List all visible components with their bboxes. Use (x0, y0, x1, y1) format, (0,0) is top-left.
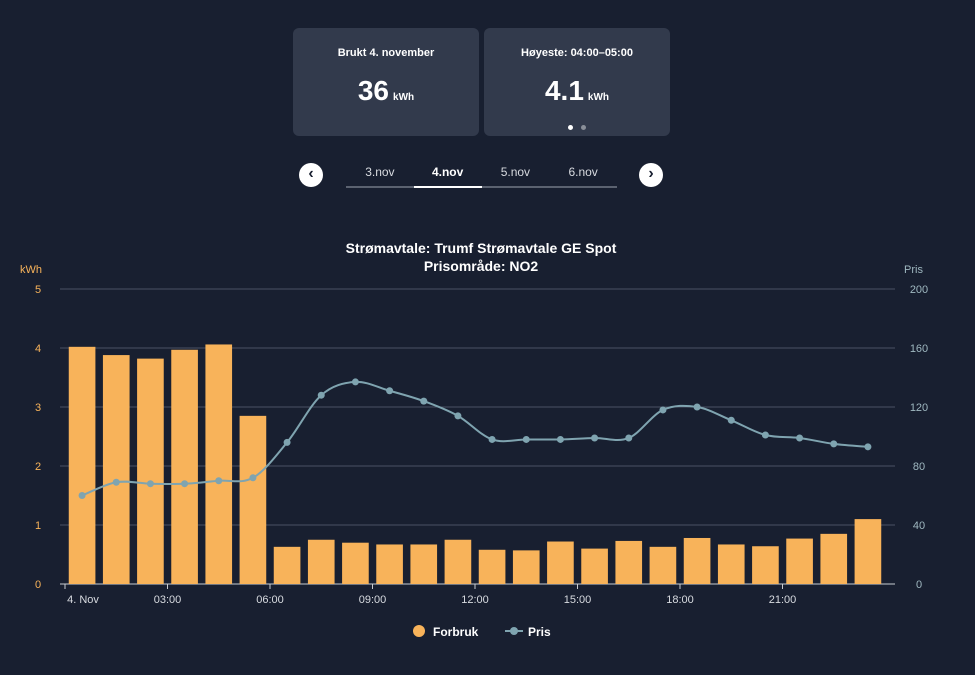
y-axis-right-label: Pris (904, 264, 923, 276)
bar-forbruk (239, 415, 267, 584)
y-tick-right: 80 (913, 461, 925, 473)
card-unit: kWh (393, 92, 415, 103)
legend-forbruk-label: Forbruk (433, 625, 479, 639)
price-point (283, 438, 291, 446)
price-point (488, 435, 496, 443)
prev-day-button[interactable]: ‹ (299, 163, 323, 187)
bar-forbruk (171, 349, 198, 584)
card-title: Høyeste: 04:00–05:00 (521, 47, 633, 59)
price-point (761, 431, 769, 439)
chevron-left-icon: ‹ (308, 165, 314, 182)
chevron-right-icon: › (648, 165, 654, 182)
price-point (146, 480, 154, 488)
chart-subtitle: Prisområde: NO2 (424, 258, 539, 274)
y-tick-left: 0 (35, 579, 41, 591)
y-tick-right: 40 (913, 520, 925, 532)
x-tick-label: 12:00 (461, 594, 489, 606)
bar-forbruk (649, 546, 677, 584)
bar-forbruk (444, 539, 472, 584)
card-unit: kWh (587, 92, 610, 103)
price-point (386, 387, 394, 395)
price-point (215, 477, 223, 485)
price-point (864, 443, 872, 451)
bar-forbruk (273, 546, 301, 584)
price-point (522, 435, 530, 443)
y-axis-left-label: kWh (20, 264, 42, 276)
bar-forbruk (137, 358, 164, 584)
y-tick-left: 2 (35, 461, 41, 473)
legend-pris-label: Pris (528, 625, 551, 639)
x-tick-label: 15:00 (564, 594, 592, 606)
y-tick-right: 160 (910, 343, 928, 355)
x-tick-label: 21:00 (769, 594, 797, 606)
price-point (181, 480, 189, 488)
carousel-pager (484, 125, 670, 130)
card-value: 36 (357, 75, 390, 106)
bar-forbruk (512, 550, 540, 584)
bar-forbruk (683, 537, 711, 584)
pager-dot-2[interactable] (581, 125, 586, 130)
bar-forbruk (854, 519, 882, 584)
tab-3-nov[interactable]: 3.nov (365, 165, 395, 179)
price-point (796, 434, 804, 442)
card-value: 4.1 (544, 75, 584, 106)
tab-4-nov[interactable]: 4.nov (413, 162, 482, 188)
bar-forbruk (68, 346, 96, 584)
y-tick-left: 3 (35, 402, 41, 414)
price-point (727, 416, 735, 424)
x-tick-label: 18:00 (666, 594, 694, 606)
price-point (830, 440, 838, 448)
price-point (420, 397, 428, 405)
legend-pris-marker (510, 627, 518, 635)
bar-forbruk (752, 546, 779, 584)
legend-forbruk-marker (413, 625, 425, 637)
price-point (625, 434, 633, 442)
tab-6-nov[interactable]: 6.nov (568, 165, 598, 179)
bar-forbruk (547, 541, 574, 584)
price-point (659, 406, 667, 414)
y-tick-right: 120 (910, 402, 928, 414)
card-title: Brukt 4. november (337, 47, 435, 59)
pager-dot-1[interactable] (568, 125, 573, 130)
bar-forbruk (342, 542, 369, 584)
bar-forbruk (307, 539, 335, 584)
price-point (591, 434, 599, 442)
price-point (556, 435, 564, 443)
x-tick-label: 03:00 (154, 594, 182, 606)
bar-forbruk (581, 548, 608, 584)
y-tick-left: 1 (35, 520, 41, 532)
x-tick-label: 09:00 (359, 594, 387, 606)
bar-forbruk (820, 533, 848, 584)
summary-card-peak: Høyeste: 04:00–05:00 4.1 kWh (484, 28, 670, 136)
y-tick-left: 4 (35, 343, 41, 355)
x-tick-label: 06:00 (256, 594, 284, 606)
bar-forbruk (478, 549, 506, 584)
bar-forbruk (717, 544, 745, 584)
bar-forbruk (102, 355, 130, 584)
chart-title: Strømavtale: Trumf Strømavtale GE Spot (346, 240, 617, 256)
price-point (78, 492, 86, 499)
bar-forbruk (376, 544, 403, 584)
price-point (351, 378, 359, 386)
y-tick-right: 200 (910, 284, 928, 296)
price-line (81, 380, 869, 497)
bar-forbruk (205, 344, 233, 584)
summary-card-usage: Brukt 4. november 36 kWh (293, 28, 479, 136)
bar-forbruk (786, 538, 813, 584)
bar-forbruk (410, 544, 438, 584)
price-point (693, 403, 701, 411)
y-tick-left: 5 (35, 284, 41, 296)
y-tick-right: 0 (916, 579, 922, 591)
tab-5-nov[interactable]: 5.nov (500, 165, 531, 179)
date-tabs: 3.nov 4.nov 5.nov 6.nov (346, 162, 617, 188)
price-point (112, 478, 120, 486)
price-point (317, 391, 325, 399)
x-tick-label: 4. Nov (67, 594, 99, 606)
next-day-button[interactable]: › (639, 163, 663, 187)
price-point (454, 412, 462, 420)
price-point (249, 474, 257, 482)
bar-forbruk (615, 540, 643, 584)
